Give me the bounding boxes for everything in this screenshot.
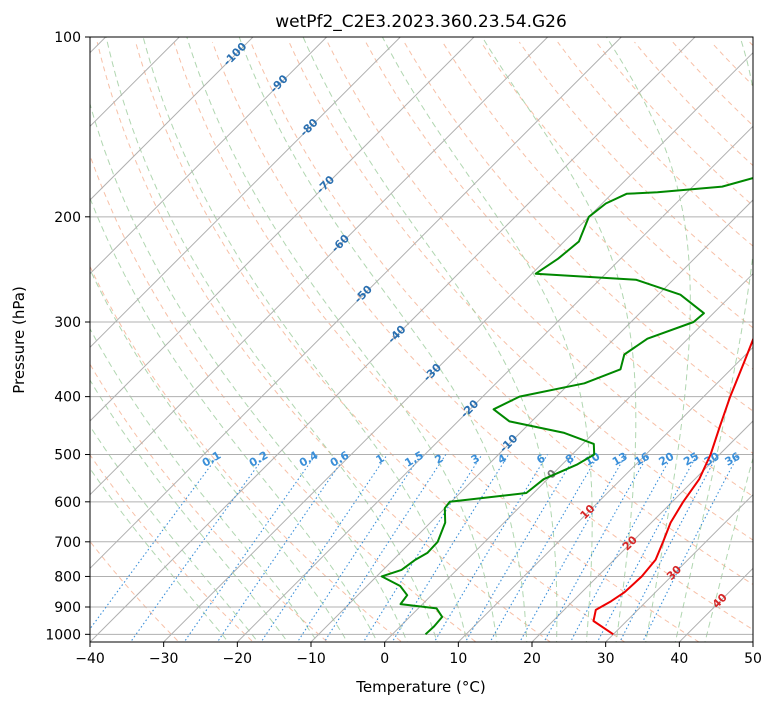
dry-adiabat xyxy=(96,41,552,642)
isotherm-line xyxy=(310,199,753,642)
moist-adiabat xyxy=(105,37,438,642)
moist-adiabat xyxy=(90,379,289,642)
mixing-ratio-line xyxy=(90,454,220,630)
moist-adiabat xyxy=(302,37,558,642)
dry-adiabat xyxy=(211,41,753,631)
moist-adiabat xyxy=(142,37,468,642)
dry-adiabat xyxy=(90,153,477,642)
series-group xyxy=(380,177,753,636)
isotherm-line xyxy=(90,37,475,422)
plot-background xyxy=(90,37,753,642)
mixing-ratio-line xyxy=(296,454,422,642)
y-tick-label: 800 xyxy=(54,569,81,585)
y-tick-label: 600 xyxy=(54,495,81,511)
moist-adiabat xyxy=(381,37,593,642)
isotherm-line xyxy=(531,420,753,642)
isotherm-line xyxy=(90,37,696,642)
x-tick-label: 10 xyxy=(449,651,467,667)
y-tick-label: 900 xyxy=(54,600,81,616)
isotherm-line xyxy=(90,37,254,201)
isotherm-line xyxy=(236,125,753,642)
dry-adiabat xyxy=(90,453,254,642)
mixing-ratio-line xyxy=(596,454,698,642)
moist-adiabat xyxy=(481,37,637,642)
isotherm-line xyxy=(90,37,622,570)
x-axis: −40 −30 −20 −10 0 10 20 30 40 50 xyxy=(75,642,762,667)
isotherm-line xyxy=(163,51,753,642)
isotherm-line xyxy=(90,37,401,349)
x-axis-label: Temperature (°C) xyxy=(355,678,485,696)
dry-adiabat xyxy=(250,41,753,586)
y-axis-label: Pressure (hPa) xyxy=(10,286,28,394)
x-tick-label: 40 xyxy=(670,651,688,667)
x-tick-label: −10 xyxy=(296,651,326,667)
y-tick-label: 700 xyxy=(54,535,81,551)
mixing-ratio-line xyxy=(391,454,510,642)
moist-adiabat xyxy=(90,268,348,642)
dry-adiabat xyxy=(480,41,753,329)
isotherm-line xyxy=(752,641,753,642)
mixing-ratio-line xyxy=(569,454,673,642)
moist-adiabat xyxy=(606,37,691,642)
x-tick-label: −40 xyxy=(75,651,105,667)
plot-frame xyxy=(89,36,754,643)
mixing-ratio-line xyxy=(216,454,348,642)
y-tick-label: 500 xyxy=(54,448,81,464)
mixing-ratio-line xyxy=(362,454,483,642)
dry-adiabat xyxy=(327,41,753,498)
y-tick-label: 1000 xyxy=(45,627,81,643)
mixing-ratio-line xyxy=(464,454,577,642)
dry-adiabat xyxy=(288,41,753,541)
dry-adiabat xyxy=(90,540,180,642)
moist-adiabat xyxy=(90,196,378,642)
dry-adiabat xyxy=(90,265,403,642)
x-tick-label: 0 xyxy=(380,651,389,667)
isotherm-line xyxy=(90,37,549,496)
isotherm-line xyxy=(384,272,753,642)
isotherm-line xyxy=(90,37,328,275)
mixing-ratio-line xyxy=(183,454,317,642)
moist-adiabat xyxy=(704,456,753,642)
y-tick-label: 100 xyxy=(54,30,81,46)
moist-adiabat xyxy=(238,37,528,642)
dry-adiabat xyxy=(90,363,329,642)
x-tick-label: −30 xyxy=(149,651,179,667)
moist-adiabat xyxy=(186,37,498,642)
y-axis: 100 200 300 400 500 600 700 800 900 1000 xyxy=(45,30,90,643)
y-tick-label: 200 xyxy=(54,210,81,226)
mixing-ratio-line xyxy=(260,454,388,642)
moist-adiabat xyxy=(90,467,229,642)
moist-adiabat xyxy=(90,327,319,642)
x-tick-label: 30 xyxy=(597,651,615,667)
mixing-ratio-line xyxy=(323,454,447,642)
isotherm-line xyxy=(457,346,753,642)
background-lines xyxy=(90,37,753,642)
temperature-profile xyxy=(592,336,753,636)
y-tick-label: 300 xyxy=(54,315,81,331)
chart-title: wetPf2_C2E3.2023.360.23.54.G26 xyxy=(275,12,567,32)
dry-adiabat xyxy=(135,41,626,642)
isotherm-line xyxy=(605,493,753,642)
y-tick-label: 400 xyxy=(54,390,81,406)
x-tick-label: 20 xyxy=(523,651,541,667)
dewpoint-profile xyxy=(380,177,753,636)
moist-adiabat xyxy=(674,37,753,642)
x-tick-label: −20 xyxy=(223,651,253,667)
moist-adiabat xyxy=(90,425,259,642)
x-tick-label: 50 xyxy=(744,651,762,667)
mixing-ratio-line xyxy=(129,454,267,642)
mixing-ratio-line xyxy=(619,454,719,642)
mixing-ratio-line xyxy=(433,454,548,642)
